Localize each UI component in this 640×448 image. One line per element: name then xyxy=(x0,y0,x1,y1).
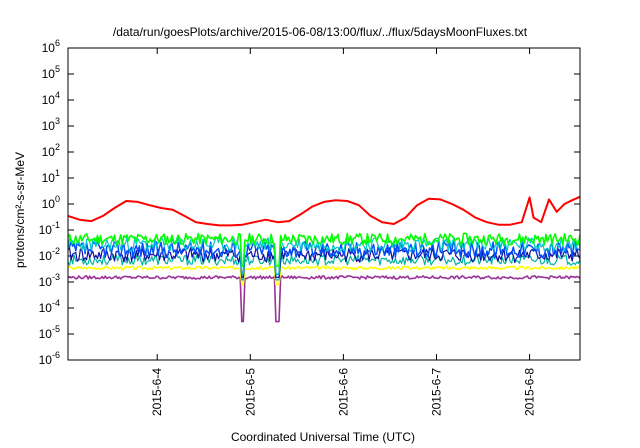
series-line xyxy=(67,265,581,286)
x-tick-label: 2015-6-7 xyxy=(429,368,443,416)
y-tick-label: 100 xyxy=(42,194,60,211)
y-tick-label: 105 xyxy=(42,64,60,81)
series-layer xyxy=(67,195,581,323)
y-tick-label: 106 xyxy=(42,38,60,55)
x-tick-label: 2015-6-4 xyxy=(150,368,164,416)
y-tick-label: 10-4 xyxy=(39,298,60,315)
y-tick-label: 10-5 xyxy=(39,324,60,341)
series-line xyxy=(67,195,581,227)
plot-frame xyxy=(67,47,581,361)
y-axis-label: protons/cm²-s-sr-MeV xyxy=(13,152,27,268)
y-tick-label: 10-1 xyxy=(39,220,60,237)
x-axis-label: Coordinated Universal Time (UTC) xyxy=(231,430,415,444)
y-tick-label: 101 xyxy=(42,168,60,185)
y-tick-label: 10-2 xyxy=(39,246,60,263)
x-axis: 2015-6-4 2015-6-5 2015-6-6 2015-6-7 2015-6-8 xyxy=(150,48,537,416)
y-tick-label: 104 xyxy=(42,90,60,107)
y-axis-label-text: protons/cm²-s-sr-MeV xyxy=(13,152,27,268)
x-tick-label: 2015-6-5 xyxy=(243,368,257,416)
series-line xyxy=(67,236,581,275)
x-tick-label: 2015-6-8 xyxy=(523,368,537,416)
y-tick-label: 10-3 xyxy=(39,272,60,289)
series-line xyxy=(67,275,581,323)
chart-title: /data/run/goesPlots/archive/2015-06-08/1… xyxy=(113,25,528,39)
y-tick-label: 10-6 xyxy=(39,350,60,367)
y-tick-label: 102 xyxy=(42,142,60,159)
x-tick-label: 2015-6-6 xyxy=(336,368,350,416)
series-line xyxy=(67,240,581,275)
y-axis: 10-6 10-5 10-4 10-3 10-2 10-1 100 101 102 103 104 1… xyxy=(39,38,580,367)
series-line xyxy=(67,232,581,268)
y-tick-label: 103 xyxy=(42,116,60,133)
